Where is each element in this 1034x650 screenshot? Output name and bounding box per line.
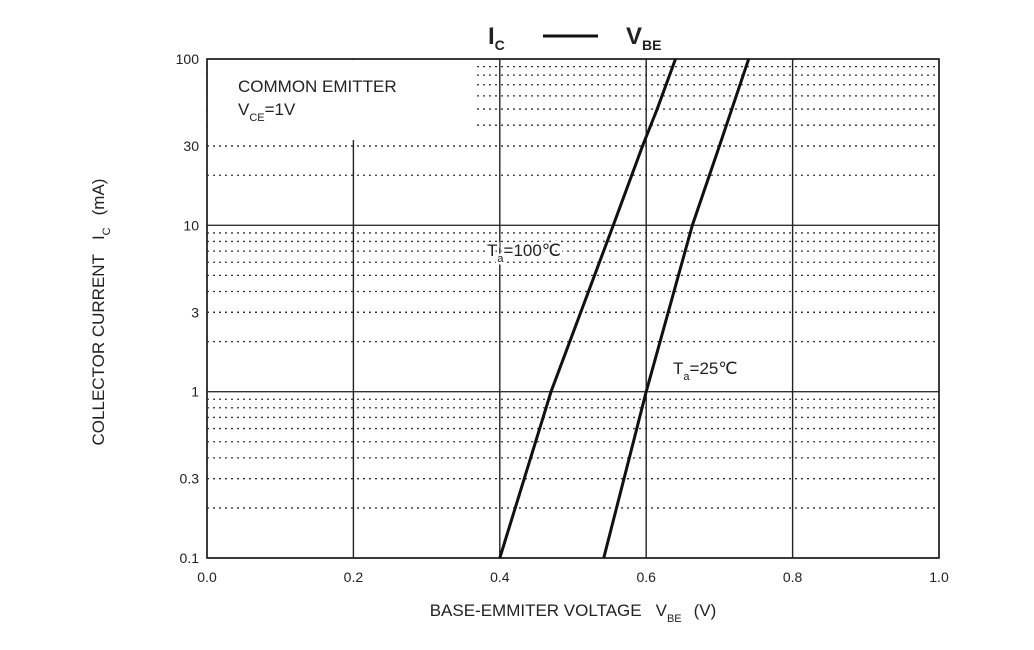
y-tick-label: 1: [191, 384, 199, 400]
chart-title: IC: [488, 23, 505, 53]
title-part: I: [488, 23, 495, 50]
series-label: Ta=100℃: [487, 241, 561, 265]
y-tick-label: 30: [183, 138, 199, 154]
subscript: CE: [249, 112, 264, 124]
plot-frame: [206, 58, 940, 559]
text-part: =1V: [265, 100, 296, 119]
series-label: Ta=25℃: [673, 359, 737, 383]
annotation: COMMON EMITTER: [238, 77, 397, 96]
x-tick-label: 0.4: [490, 569, 510, 585]
x-tick-label: 0.8: [783, 569, 803, 585]
symbol: V: [238, 100, 250, 119]
chart-title: VBE: [626, 23, 661, 53]
symbol: T: [487, 241, 497, 260]
annotation-box: [208, 60, 476, 140]
symbol: V: [656, 601, 668, 620]
y-tick-label: 100: [176, 51, 200, 67]
symbol: T: [673, 359, 683, 378]
x-tick-label: 0.2: [344, 569, 364, 585]
line: [498, 58, 677, 559]
text-part: =25℃: [690, 359, 738, 378]
y-axis-label: COLLECTOR CURRENT IC (mA): [89, 179, 113, 446]
y-tick-label: 0.3: [180, 471, 200, 487]
unit: (mA): [89, 179, 108, 216]
label-text: COLLECTOR CURRENT: [89, 254, 108, 445]
annotation-text: COMMON EMITTER: [238, 77, 397, 96]
x-tick-label: 0.6: [636, 569, 656, 585]
text-part: =100℃: [504, 241, 561, 260]
symbol: I: [89, 235, 108, 240]
unit: (V): [694, 601, 717, 620]
annotation: VCE=1V: [238, 100, 296, 124]
label-text: BASE-EMMITER VOLTAGE: [430, 601, 642, 620]
title-part: V: [626, 23, 642, 50]
subscript: BE: [642, 37, 661, 53]
subscript: C: [495, 37, 505, 53]
x-tick-label: 1.0: [929, 569, 949, 585]
y-tick-label: 3: [191, 304, 199, 320]
x-axis-label: BASE-EMMITER VOLTAGE VBE (V): [430, 601, 717, 625]
y-tick-label: 0.1: [180, 550, 200, 566]
subscript: C: [101, 227, 113, 235]
x-tick-label: 0.0: [197, 569, 217, 585]
line: [602, 58, 751, 559]
y-tick-label: 10: [183, 217, 199, 233]
subscript: BE: [667, 613, 682, 625]
